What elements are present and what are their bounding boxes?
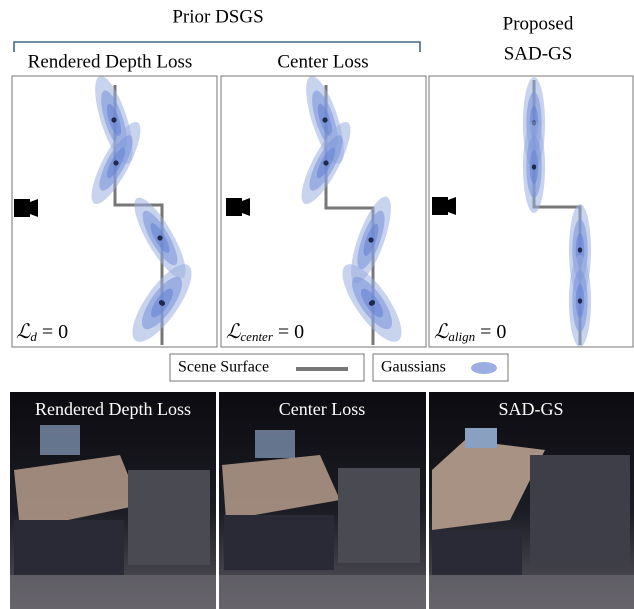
render bbox=[219, 392, 426, 609]
formula: ℒd= 0 bbox=[16, 321, 68, 344]
render-label: Center Loss bbox=[279, 399, 365, 419]
panel-title: SAD-GS bbox=[504, 43, 573, 64]
legend-label: Scene Surface bbox=[178, 359, 269, 376]
panel-title: Center Loss bbox=[277, 51, 368, 72]
camera bbox=[226, 198, 250, 216]
legend-label: Gaussians bbox=[381, 359, 446, 376]
gaussian bbox=[569, 255, 591, 347]
render-label: SAD-GS bbox=[498, 399, 563, 419]
figure: Prior DSGS Rendered Depth Loss Center Lo… bbox=[0, 0, 634, 609]
render bbox=[429, 392, 634, 609]
panel-title: Rendered Depth Loss bbox=[28, 51, 193, 72]
group-title: Prior DSGS bbox=[172, 6, 263, 27]
render-label: Rendered Depth Loss bbox=[35, 399, 191, 419]
panel-title: Proposed bbox=[503, 13, 574, 34]
gaussian bbox=[523, 121, 545, 213]
render bbox=[10, 392, 216, 609]
camera bbox=[432, 197, 456, 215]
camera bbox=[14, 199, 38, 217]
legend-ellipse bbox=[471, 362, 497, 374]
